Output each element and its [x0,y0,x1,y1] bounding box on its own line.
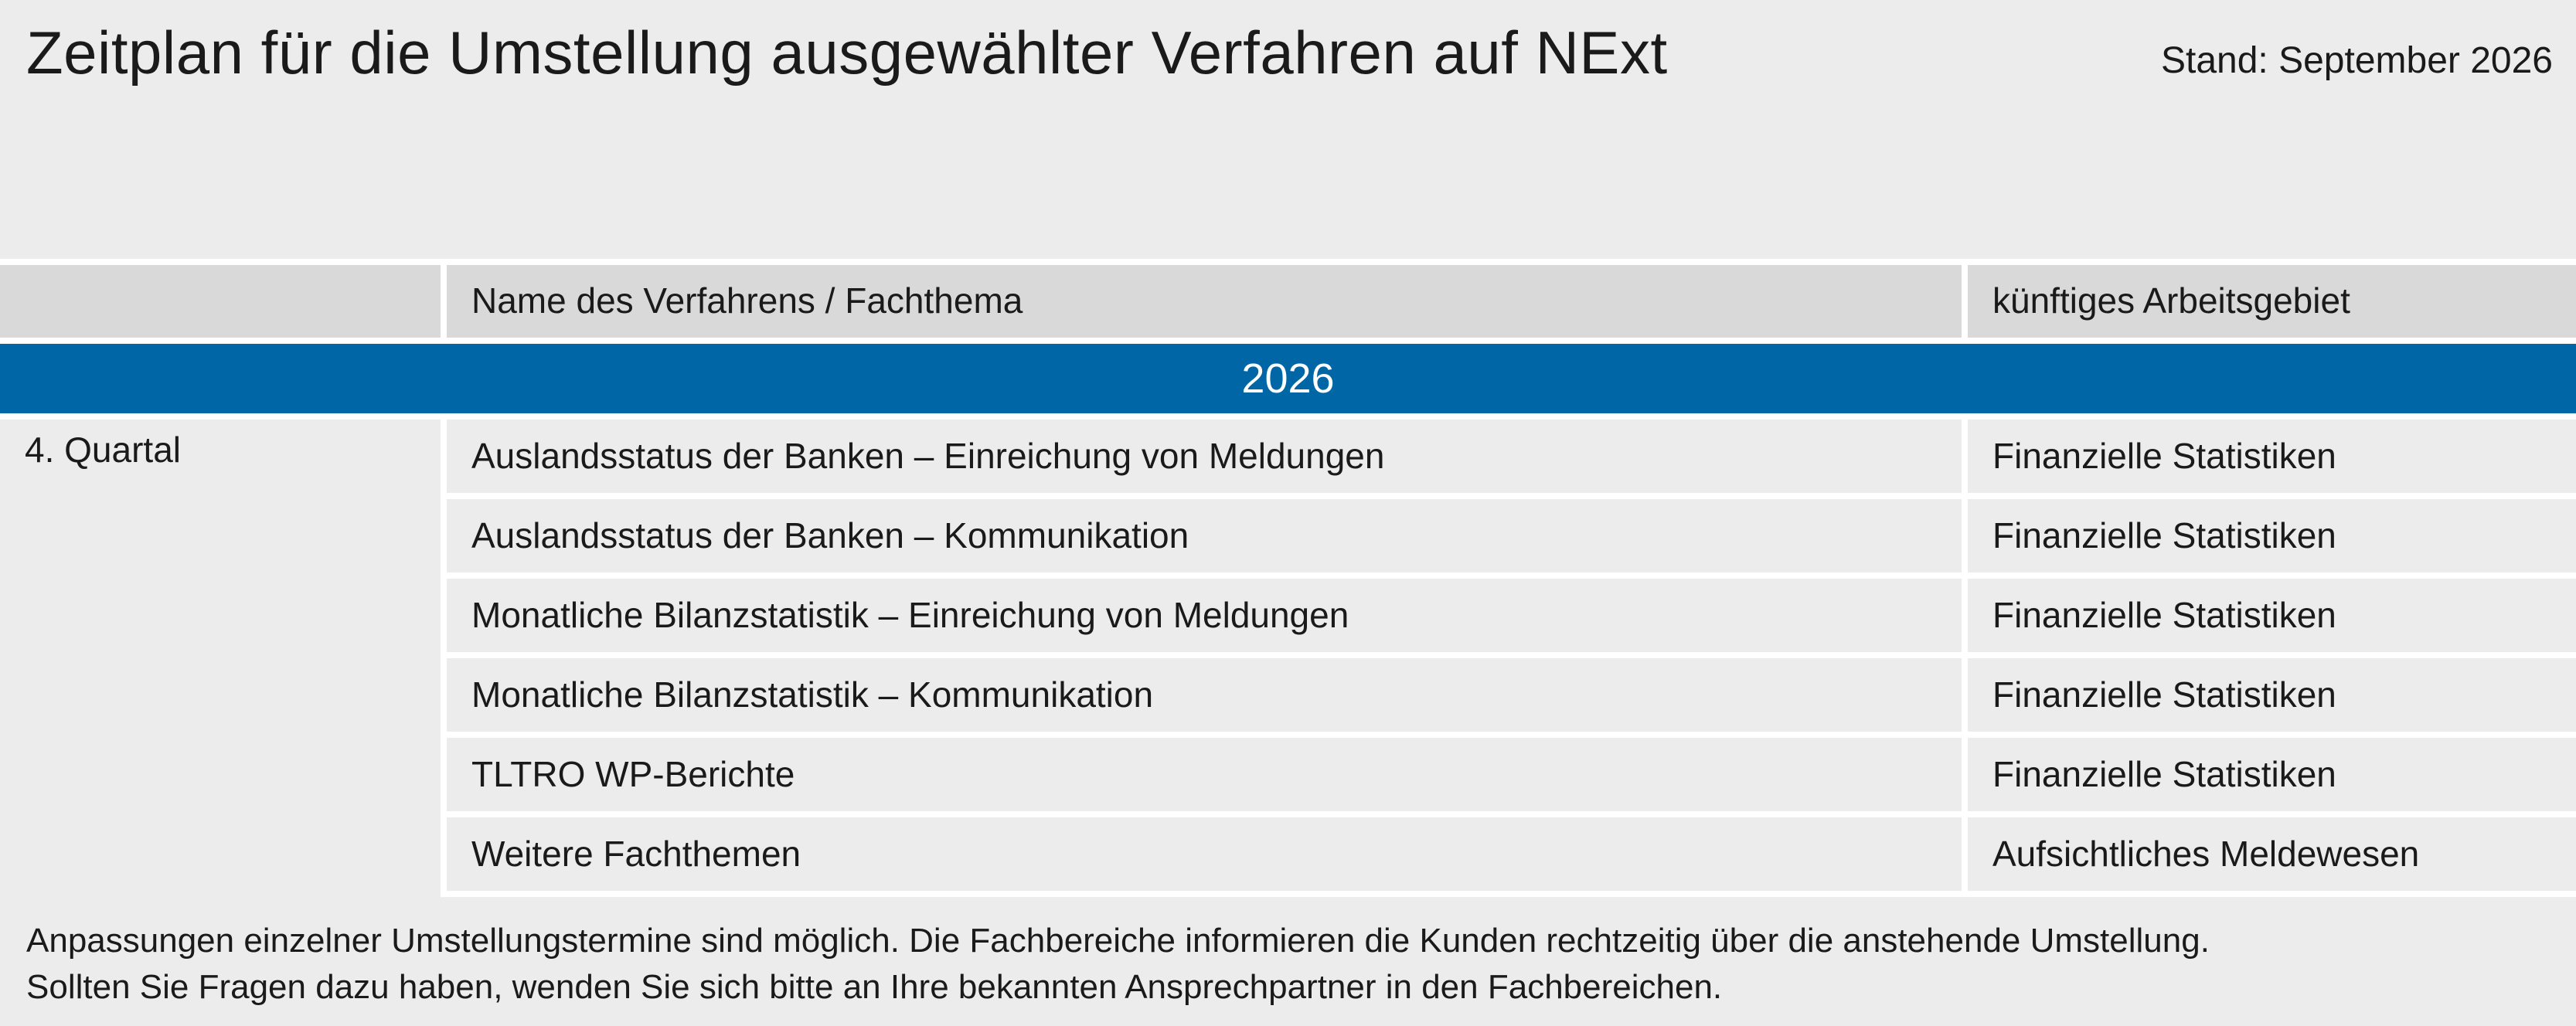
procedure-name: Monatliche Bilanzstatistik – Kommunikati… [441,658,1962,732]
table-row: Auslandsstatus der Banken – Einreichung … [441,420,2576,499]
table-header-row: Name des Verfahrens / Fachthema künftige… [0,265,2576,344]
work-area: Finanzielle Statistiken [1962,420,2576,493]
work-area: Aufsichtliches Meldewesen [1962,817,2576,891]
column-header-procedure: Name des Verfahrens / Fachthema [441,265,1962,338]
table-row: Auslandsstatus der Banken – Kommunikatio… [441,499,2576,579]
footnote: Anpassungen einzelner Umstellungstermine… [26,918,2210,1011]
schedule-table: Name des Verfahrens / Fachthema künftige… [0,259,2576,897]
work-area: Finanzielle Statistiken [1962,658,2576,732]
column-header-area: künftiges Arbeitsgebiet [1962,265,2576,338]
table-row: TLTRO WP-Berichte Finanzielle Statistike… [441,738,2576,817]
work-area: Finanzielle Statistiken [1962,579,2576,652]
footnote-line-1: Anpassungen einzelner Umstellungstermine… [26,922,2210,960]
procedure-name: Monatliche Bilanzstatistik – Einreichung… [441,579,1962,652]
procedure-name: Weitere Fachthemen [441,817,1962,891]
procedure-name: Auslandsstatus der Banken – Kommunikatio… [441,499,1962,572]
procedure-name: TLTRO WP-Berichte [441,738,1962,811]
work-area: Finanzielle Statistiken [1962,499,2576,572]
table-row: Weitere Fachthemen Aufsichtliches Meldew… [441,817,2576,897]
table-rows: Auslandsstatus der Banken – Einreichung … [441,420,2576,897]
page-title: Zeitplan für die Umstellung ausgewählter… [26,19,1668,87]
column-header-period [0,265,441,338]
table-row: Monatliche Bilanzstatistik – Kommunikati… [441,658,2576,738]
footnote-line-2: Sollten Sie Fragen dazu haben, wenden Si… [26,967,1723,1006]
work-area: Finanzielle Statistiken [1962,738,2576,811]
table-body: 4. Quartal Auslandsstatus der Banken – E… [0,420,2576,897]
procedure-name: Auslandsstatus der Banken – Einreichung … [441,420,1962,493]
year-band: 2026 [0,344,2576,420]
status-date: Stand: September 2026 [2160,40,2553,81]
table-row: Monatliche Bilanzstatistik – Einreichung… [441,579,2576,658]
quarter-label: 4. Quartal [25,430,181,470]
